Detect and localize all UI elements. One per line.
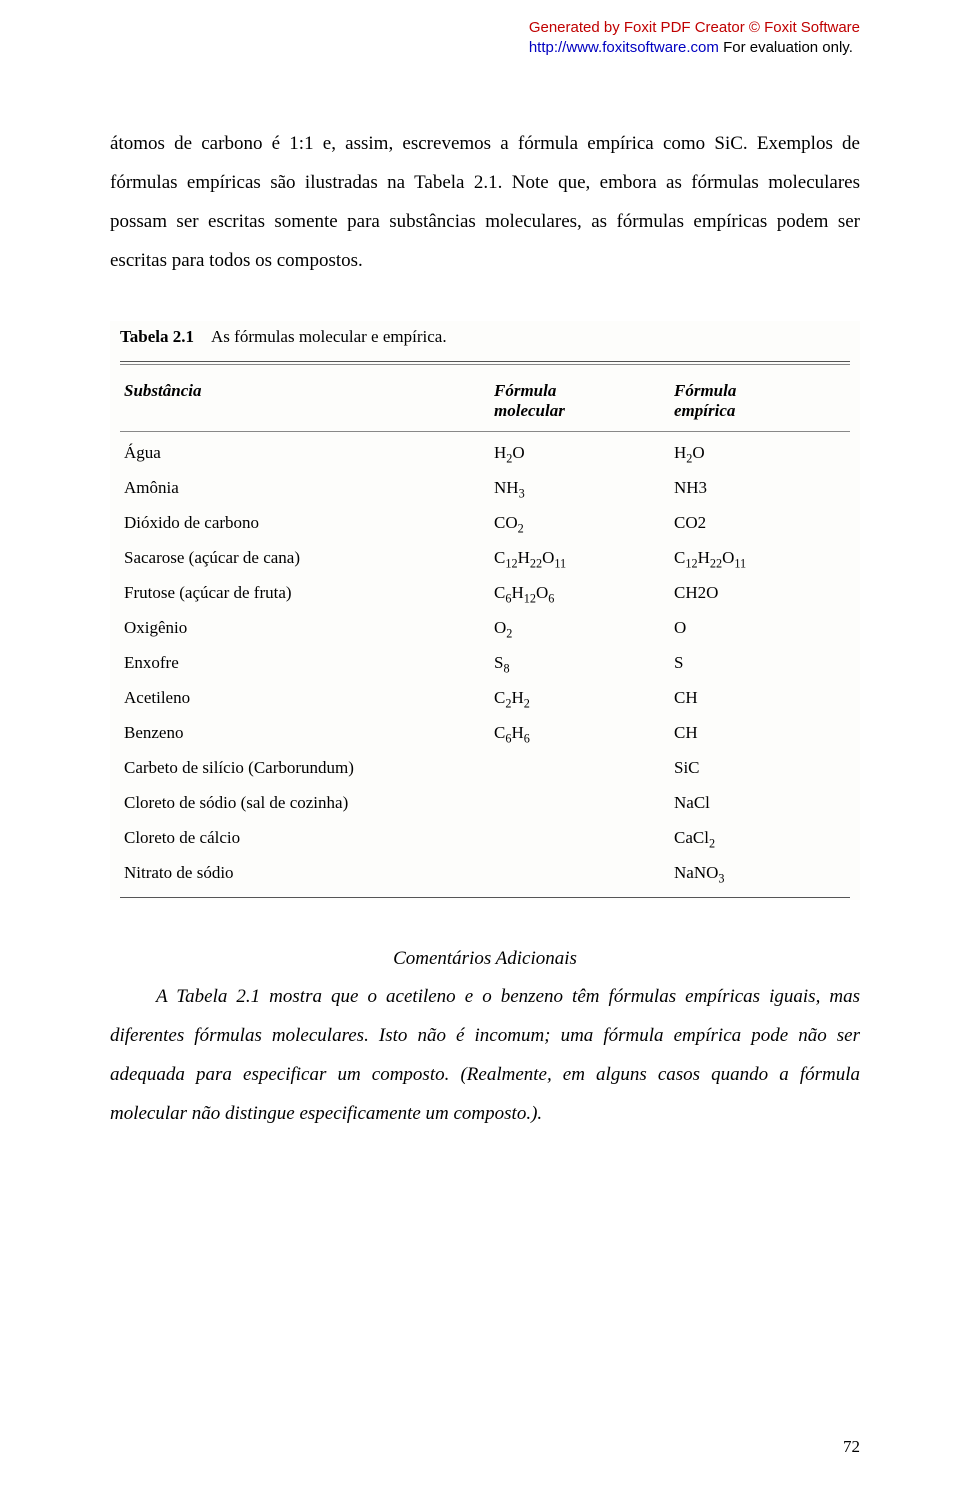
cell-empirical: NaNO3 xyxy=(674,863,850,883)
watermark-url: http://www.foxitsoftware.com xyxy=(529,39,719,56)
table-row: Cloreto de cálcio CaCl2 xyxy=(120,821,850,856)
cell-molecular: H2O xyxy=(494,443,674,463)
cell-empirical: H2O xyxy=(674,443,850,463)
cell-substance: Sacarose (açúcar de cana) xyxy=(124,548,494,568)
cell-substance: Frutose (açúcar de fruta) xyxy=(124,583,494,603)
watermark: Generated by Foxit PDF Creator © Foxit S… xyxy=(529,18,860,59)
cell-substance: Dióxido de carbono xyxy=(124,513,494,533)
table-head-molecular: Fórmulamolecular xyxy=(494,381,674,421)
table-body: ÁguaH2OH2OAmôniaNH3NH3Dióxido de carbono… xyxy=(120,436,850,891)
cell-molecular: S8 xyxy=(494,653,674,673)
table-rule-mid xyxy=(120,431,850,432)
comments-heading: Comentários Adicionais xyxy=(110,948,860,970)
table-row: AcetilenoC2H2CH xyxy=(120,681,850,716)
watermark-suffix: For evaluation only. xyxy=(719,39,853,56)
cell-substance: Oxigênio xyxy=(124,618,494,638)
cell-substance: Nitrato de sódio xyxy=(124,863,494,883)
cell-molecular xyxy=(494,828,674,848)
page-content: átomos de carbono é 1:1 e, assim, escrev… xyxy=(110,125,860,1134)
cell-substance: Acetileno xyxy=(124,688,494,708)
cell-empirical: CO2 xyxy=(674,513,850,533)
cell-molecular xyxy=(494,793,674,813)
table-2-1: Tabela 2.1 As fórmulas molecular e empír… xyxy=(110,321,860,900)
cell-substance: Benzeno xyxy=(124,723,494,743)
table-header-row: Substância Fórmulamolecular Fórmulaempír… xyxy=(120,375,850,431)
page-number: 72 xyxy=(843,1437,860,1457)
cell-empirical: C12H22O11 xyxy=(674,548,850,568)
cell-substance: Enxofre xyxy=(124,653,494,673)
cell-empirical: CH2O xyxy=(674,583,850,603)
table-row: EnxofreS8S xyxy=(120,646,850,681)
table-rule-bottom xyxy=(120,897,850,898)
table-rule-top2 xyxy=(120,364,850,365)
table-row: Carbeto de silício (Carborundum) SiC xyxy=(120,751,850,786)
table-row: Dióxido de carbonoCO2CO2 xyxy=(120,506,850,541)
cell-molecular xyxy=(494,863,674,883)
paragraph-1: átomos de carbono é 1:1 e, assim, escrev… xyxy=(110,125,860,281)
table-row: Sacarose (açúcar de cana)C12H22O11C12H22… xyxy=(120,541,850,576)
cell-empirical: NH3 xyxy=(674,478,850,498)
cell-molecular: C6H12O6 xyxy=(494,583,674,603)
table-row: Frutose (açúcar de fruta)C6H12O6CH2O xyxy=(120,576,850,611)
table-row: Cloreto de sódio (sal de cozinha) NaCl xyxy=(120,786,850,821)
table-head-substance: Substância xyxy=(124,381,494,421)
cell-empirical: S xyxy=(674,653,850,673)
cell-substance: Carbeto de silício (Carborundum) xyxy=(124,758,494,778)
table-row: ÁguaH2OH2O xyxy=(120,436,850,471)
table-title: Tabela 2.1 As fórmulas molecular e empír… xyxy=(120,327,850,347)
cell-molecular: NH3 xyxy=(494,478,674,498)
cell-substance: Amônia xyxy=(124,478,494,498)
cell-substance: Cloreto de cálcio xyxy=(124,828,494,848)
cell-molecular: CO2 xyxy=(494,513,674,533)
table-row: Nitrato de sódio NaNO3 xyxy=(120,856,850,891)
table-row: OxigênioO2O xyxy=(120,611,850,646)
cell-molecular: C12H22O11 xyxy=(494,548,674,568)
cell-molecular: C2H2 xyxy=(494,688,674,708)
cell-molecular: O2 xyxy=(494,618,674,638)
table-title-rest: As fórmulas molecular e empírica. xyxy=(211,327,447,346)
watermark-line1: Generated by Foxit PDF Creator © Foxit S… xyxy=(529,18,860,38)
table-row: AmôniaNH3NH3 xyxy=(120,471,850,506)
cell-empirical: CH xyxy=(674,723,850,743)
cell-empirical: CaCl2 xyxy=(674,828,850,848)
cell-substance: Cloreto de sódio (sal de cozinha) xyxy=(124,793,494,813)
watermark-line2: http://www.foxitsoftware.com For evaluat… xyxy=(529,38,860,58)
cell-substance: Água xyxy=(124,443,494,463)
table-head-empirical: Fórmulaempírica xyxy=(674,381,850,421)
table-title-bold: Tabela 2.1 xyxy=(120,327,194,346)
cell-empirical: O xyxy=(674,618,850,638)
cell-empirical: CH xyxy=(674,688,850,708)
cell-empirical: SiC xyxy=(674,758,850,778)
cell-molecular: C6H6 xyxy=(494,723,674,743)
cell-empirical: NaCl xyxy=(674,793,850,813)
paragraph-2: A Tabela 2.1 mostra que o acetileno e o … xyxy=(110,978,860,1134)
table-row: BenzenoC6H6CH xyxy=(120,716,850,751)
cell-molecular xyxy=(494,758,674,778)
table-rule-top xyxy=(120,361,850,362)
